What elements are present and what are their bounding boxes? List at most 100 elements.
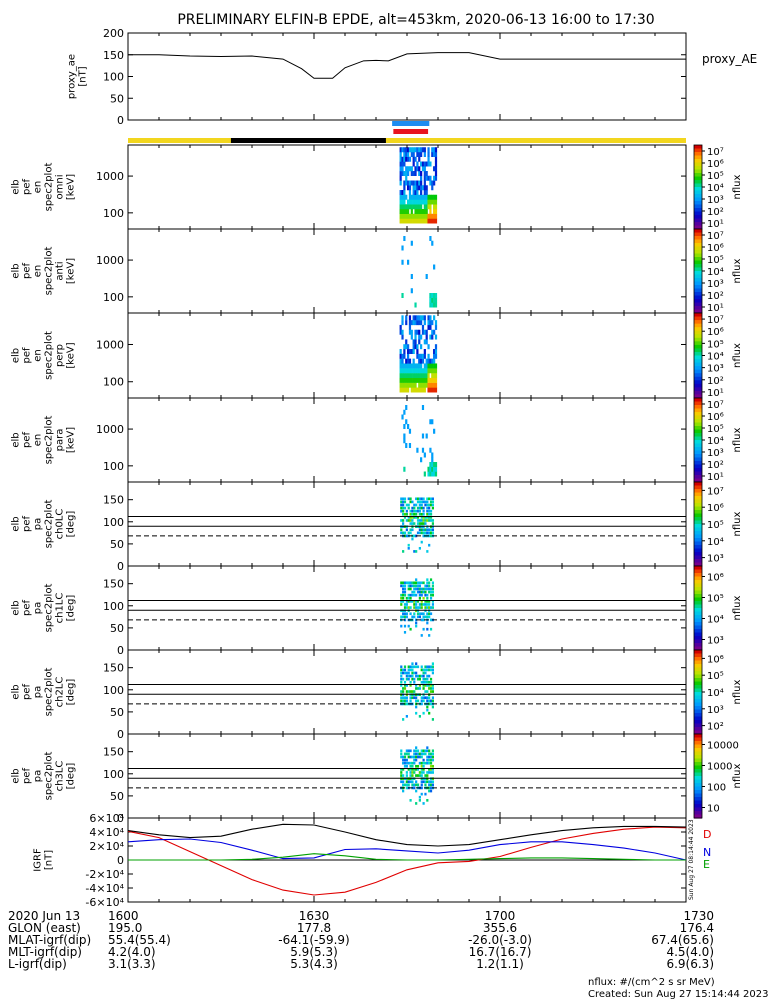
spectrogram-cell [414,373,417,379]
pitch-angle-cell [431,506,434,510]
spectrogram-cell [408,315,412,321]
colorbar-segment [694,159,702,164]
spectrogram-cell [399,199,402,205]
colorbar-segment [694,618,702,623]
spectrogram-cell [401,334,404,340]
pitch-angle-cell [431,528,434,532]
spectrogram-cell [401,190,404,195]
pitch-angle-cell [429,665,433,669]
pitch-angle-cell [420,519,423,522]
colorbar-label: nflux [732,174,743,199]
colorbar-segment [694,197,702,202]
pitch-angle-cell [429,500,433,504]
spectrogram-cell [433,428,436,434]
pitch-angle-cell [400,531,403,535]
colorbar-segment [694,412,702,417]
pitch-angle-cell [400,519,403,522]
spectrogram-cell [403,152,406,157]
y-axis-label: [deg] [66,511,77,538]
igrf-series-label: E [703,858,710,871]
pitch-angle-cell [402,584,405,588]
pitch-angle-cell [405,534,408,538]
spectrogram-cell [427,377,430,383]
spectrogram-cell [418,171,421,176]
spectrogram-cell [423,218,426,224]
spectrogram-cell [407,353,410,359]
pitch-angle-cell [400,677,403,681]
igrf-y-tick-label: 4×10⁴ [89,826,124,839]
colorbar-segment [694,229,702,234]
pitch-angle-cell [416,612,420,616]
colorbar-segment [694,362,702,367]
spectrogram-cell [407,424,410,429]
pitch-angle-cell [402,506,405,510]
pitch-angle-cell [422,668,425,672]
pitch-angle-cell [424,696,427,700]
pitch-angle-cell [402,509,405,513]
spectrogram-cell [399,353,402,359]
spectrogram-cell [407,377,410,383]
pitch-angle-cell [409,528,412,532]
y-axis-label: [deg] [66,763,77,790]
pitch-angle-cell [428,497,431,501]
x-axis-tick-value: 5.9(5.3) [290,945,338,959]
colorbar-segment [694,713,702,718]
pitch-angle-cell [407,531,410,535]
pitch-angle-cells-1 [400,578,434,637]
colorbar-segment [694,800,702,805]
spectrogram-cell [412,190,415,195]
spectrogram-cell [410,377,413,383]
colorbar-segment [694,394,702,399]
pitch-angle-cell [431,500,434,504]
pitch-angle-cell [403,506,407,510]
spectrogram-cell [420,457,423,463]
spectrogram-cell [418,382,421,388]
colorbar-segment [694,657,702,662]
colorbar-segment [694,734,702,739]
igrf-series-label: D [703,828,711,841]
pitch-angle-cell [431,705,434,709]
colorbar-segment [694,492,702,497]
spectrogram-cell [425,373,428,379]
colorbar-segment [694,257,702,262]
pitch-angle-cell [405,714,408,718]
pitch-angle-cell [420,668,423,672]
pitch-angle-cell [409,516,412,519]
spectrogram-cell [414,344,417,350]
spectrogram-cell [434,344,438,350]
colorbar-segment [694,709,702,714]
pitch-angle-cell [426,677,429,681]
spectrogram-cell [420,320,423,326]
pitch-angle-cell [422,761,425,765]
pitch-angle-cell [429,768,433,771]
colorbar-label: nflux [732,511,743,536]
colorbar-segment [694,166,702,171]
spectrogram-cell [401,171,404,176]
pitch-angle-cell [411,516,414,519]
spectrogram-y-tick-label: 100 [103,291,124,304]
spectrogram-cell [408,320,412,326]
y-axis-label: spec2plot [44,584,55,633]
y-axis-label: elb [11,432,22,447]
pitch-angle-cell [420,764,423,768]
pitch-angle-cell [428,711,431,715]
y-axis-label: elb [11,684,22,699]
colorbar-segment [694,594,702,599]
pitch-angle-cell [409,612,412,616]
pitch-angle-cell [407,581,410,585]
spectrogram-cell [423,387,426,393]
x-axis-tick-value: 16.7(16.7) [469,945,532,959]
y-axis-label: [nT] [44,850,55,870]
colorbar-segment [694,267,702,272]
pitch-angle-cell [413,512,416,516]
colorbar-segment [694,152,702,157]
y-axis-label: en [33,181,44,194]
pitch-angle-cell [405,671,408,675]
pitch-angle-cell [416,674,420,678]
spectrogram-cell [412,382,415,388]
pitch-angle-cell [420,761,423,765]
spectrogram-cell [418,368,421,374]
igrf-y-tick-label: 0 [117,854,124,867]
spectrogram-cell [412,213,415,219]
colorbar-segment [694,369,702,374]
